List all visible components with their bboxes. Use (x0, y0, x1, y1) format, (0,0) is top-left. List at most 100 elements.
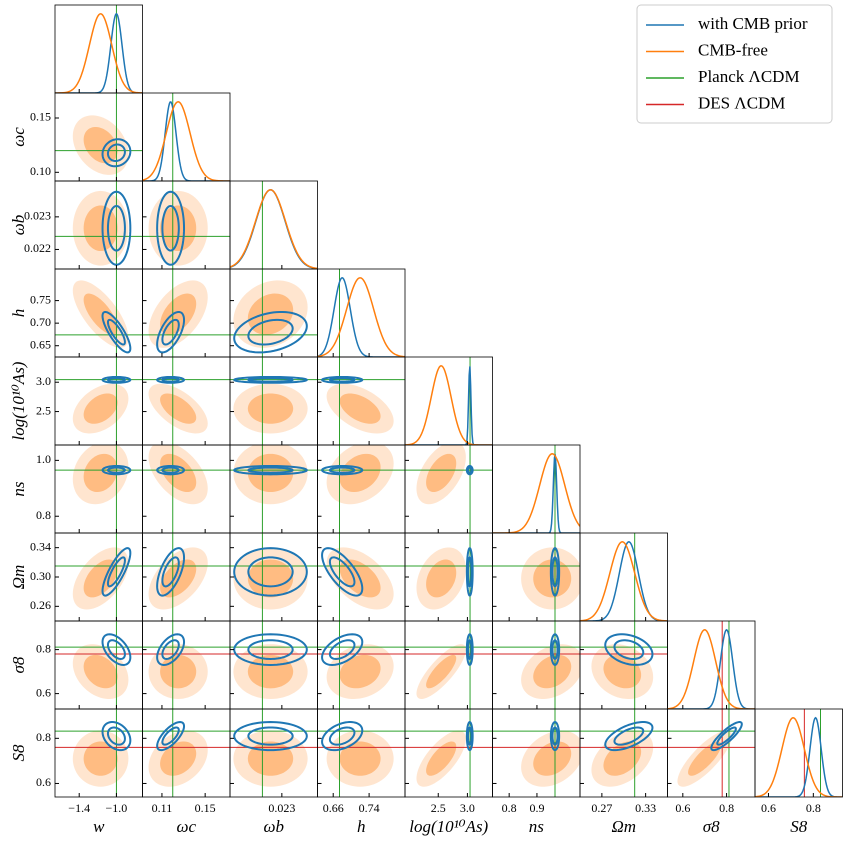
marginal-curve (55, 12, 143, 93)
y-axis-label: σ8 (9, 656, 28, 673)
contour-fill (521, 730, 580, 787)
x-tick-label: 3.0 (460, 801, 475, 815)
y-tick-label: 2.5 (36, 403, 51, 417)
panel (55, 621, 143, 709)
contour-line (466, 639, 473, 660)
x-tick-label: 0.15 (195, 801, 216, 815)
contour-fill (416, 644, 466, 699)
marginal-curve (230, 189, 318, 269)
panel (492, 445, 580, 533)
contour-line (106, 377, 126, 383)
panel (142, 445, 230, 533)
contour-line (247, 726, 294, 746)
panel (230, 533, 318, 621)
contour-line (101, 464, 132, 476)
contour-line (466, 466, 473, 474)
panel (405, 445, 493, 533)
contour-line (465, 464, 474, 476)
contour-line (466, 726, 473, 746)
contour-line (161, 556, 180, 588)
contour-line (328, 377, 356, 383)
contour-line (465, 721, 474, 752)
contour-fill (72, 547, 129, 610)
panel (55, 533, 143, 621)
x-tick-label: 0.27 (591, 801, 612, 815)
panel-frame (404, 356, 493, 446)
panel (230, 269, 318, 357)
contour-fill (247, 741, 294, 776)
contour-line (156, 721, 186, 752)
contour-line (106, 204, 126, 252)
y-tick-label: 0.70 (30, 315, 51, 329)
y-tick-label: 0.26 (30, 598, 51, 612)
contour-line (161, 318, 180, 346)
panel (317, 533, 405, 621)
x-axis-label: h (357, 817, 366, 836)
panel (230, 445, 318, 533)
contour-line (161, 639, 180, 660)
contour-fill (72, 644, 129, 699)
contour-fill (339, 654, 381, 689)
contour-line (161, 377, 180, 383)
contour-line (549, 547, 561, 597)
contour-fill (603, 654, 642, 689)
contour-line (549, 633, 561, 666)
contour-line (101, 375, 132, 384)
contour-fill (233, 730, 308, 787)
contour-line (321, 633, 364, 666)
contour-line (101, 721, 132, 752)
x-axis-label: ωb (263, 817, 284, 836)
panel (230, 357, 318, 445)
marginal-curve (492, 453, 580, 533)
y-tick-label: 0.65 (30, 337, 51, 351)
y-tick-label: 0.6 (36, 685, 51, 699)
contour-fill (72, 730, 129, 787)
y-axis-label: h (9, 309, 28, 318)
contour-fill (233, 280, 308, 348)
y-tick-label: 3.0 (36, 374, 51, 388)
legend-box (636, 4, 833, 124)
panel (55, 93, 143, 181)
contour-fill (416, 445, 466, 505)
contour-line (106, 143, 126, 163)
contour-line (101, 310, 132, 354)
marginal-curve (667, 629, 755, 709)
contour-line (106, 318, 126, 346)
contour-line (233, 721, 308, 752)
contour-line (101, 633, 132, 666)
contour-line (328, 639, 356, 660)
x-tick-label: 0.9 (529, 801, 544, 815)
contour-line (321, 464, 364, 476)
contour-fill (326, 383, 394, 434)
y-axis-label: ωc (9, 127, 28, 147)
marginal-curve (405, 365, 493, 445)
marginal-curve (755, 716, 843, 797)
contour-line (247, 318, 294, 346)
panel-frame (492, 444, 581, 534)
contour-fill (533, 741, 572, 776)
contour-line (549, 721, 561, 752)
x-axis-label: ns (529, 817, 545, 836)
x-tick-label: −1.4 (68, 801, 90, 815)
y-tick-label: 0.30 (30, 569, 51, 583)
contour-fill (72, 280, 129, 348)
contour-line (233, 464, 308, 476)
panel (142, 181, 230, 269)
legend-label: CMB-free (698, 40, 768, 59)
marginal-curve (142, 101, 230, 181)
contour-line (247, 377, 294, 383)
panel (230, 709, 318, 797)
panel (142, 357, 230, 445)
panel (55, 709, 143, 797)
panel (230, 621, 318, 709)
contour-line (156, 464, 186, 476)
contour-line (233, 375, 308, 384)
panel (142, 269, 230, 357)
x-tick-label: 0.6 (761, 801, 776, 815)
contour-line (465, 547, 474, 597)
y-axis-label: ns (9, 481, 28, 497)
x-tick-label: 0.8 (806, 801, 821, 815)
x-tick-label: 0.8 (719, 801, 734, 815)
contour-fill (160, 654, 197, 689)
contour-fill (339, 741, 381, 776)
